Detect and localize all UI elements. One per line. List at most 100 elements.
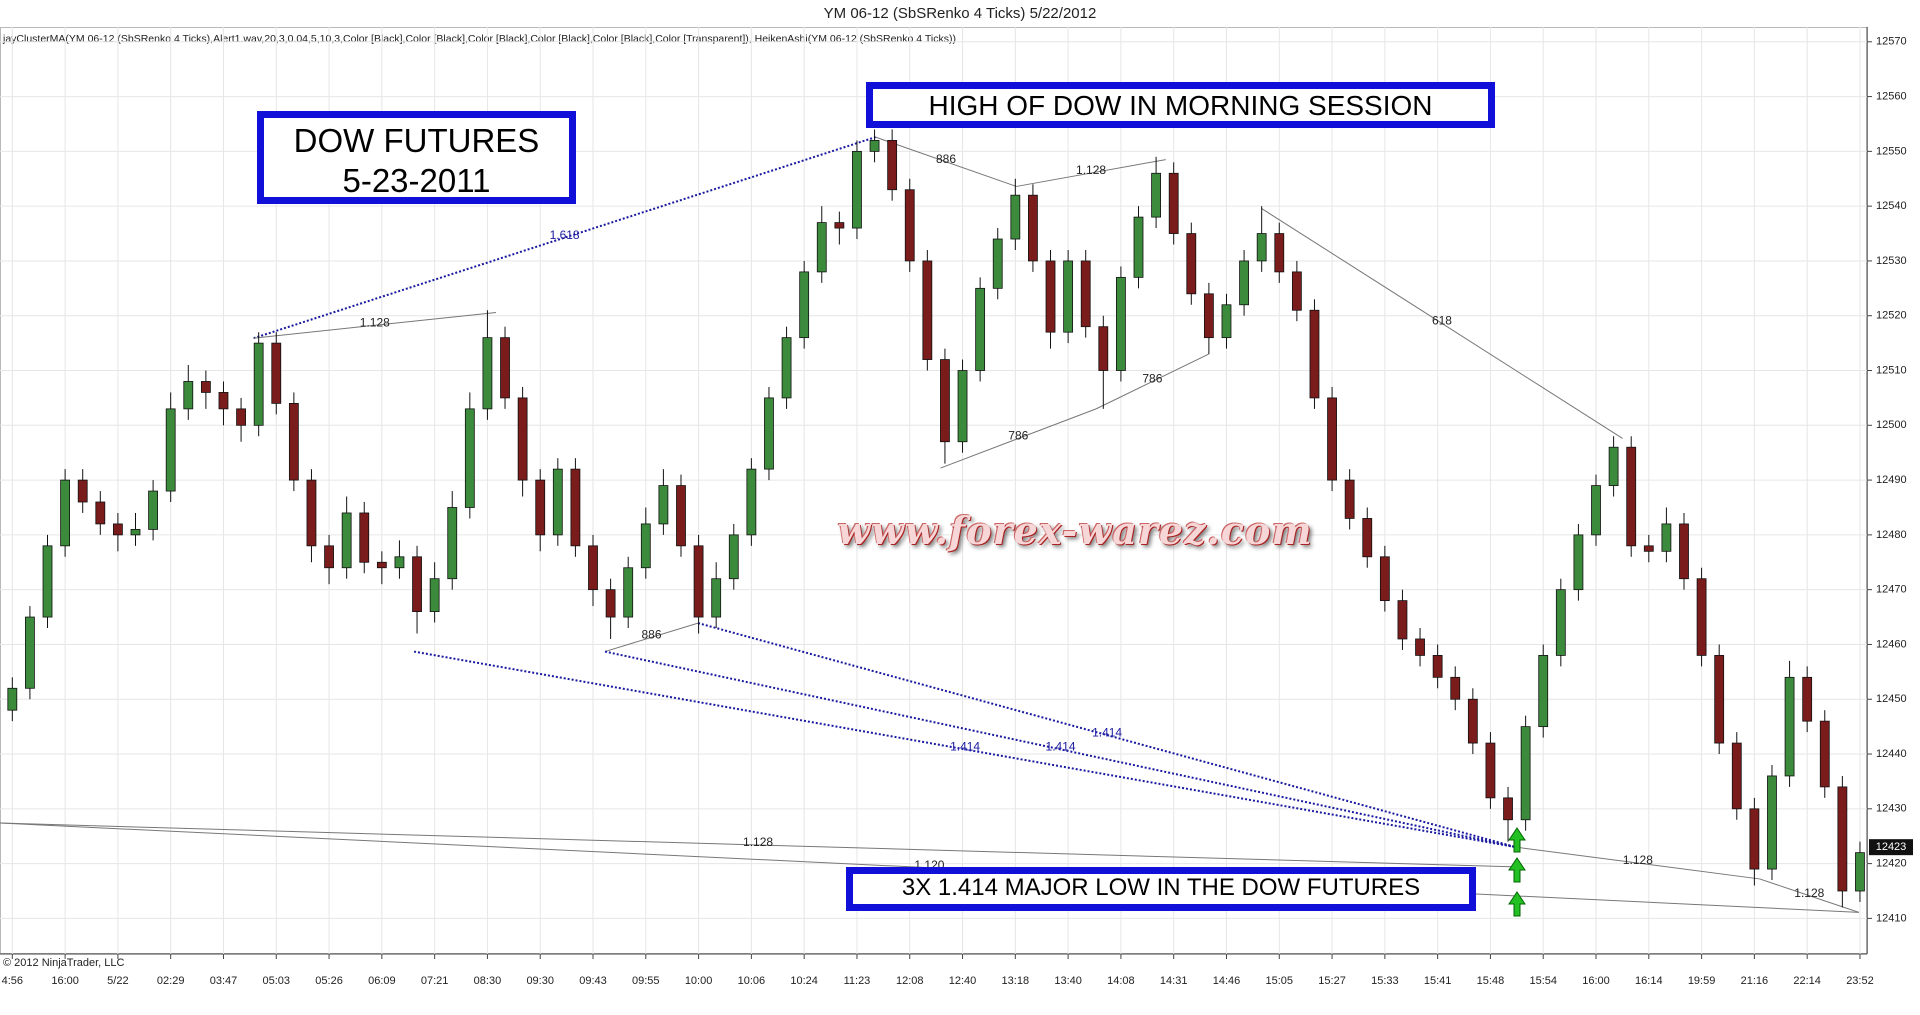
- candle-body: [1855, 852, 1865, 892]
- box-text: DOW FUTURES: [293, 122, 540, 159]
- green-arrow: [1508, 827, 1526, 853]
- watermark: www.forex-warez.com: [837, 508, 1313, 553]
- candle-body: [253, 342, 264, 426]
- x-tick-label: 13:18: [1002, 975, 1030, 987]
- x-tick-label: 03:47: [210, 975, 238, 987]
- last-price-marker: [1869, 839, 1913, 856]
- x-tick-label: 5/22: [107, 975, 128, 987]
- copyright: © 2012 NinjaTrader, LLC: [3, 957, 124, 969]
- candle-body: [183, 381, 194, 410]
- fib-label: 886: [936, 152, 956, 166]
- fib-label: 618: [1432, 314, 1452, 328]
- candle-body: [341, 512, 352, 569]
- candle-body: [1767, 775, 1777, 870]
- y-tick-label: 12570: [1876, 36, 1907, 48]
- x-tick-label: 14:46: [1213, 975, 1241, 987]
- fib-line: [940, 408, 1097, 469]
- y-tick-label: 12440: [1876, 748, 1907, 760]
- candle-body: [1573, 534, 1584, 591]
- candle-body: [1802, 676, 1813, 722]
- candle-body: [447, 507, 458, 580]
- x-tick-label: 16:00: [51, 975, 79, 987]
- candle-body: [1309, 309, 1320, 399]
- x-tick-label: 02:29: [157, 975, 185, 987]
- fib-line: [1016, 159, 1166, 187]
- candle-body: [1749, 808, 1760, 870]
- candle-body: [1010, 194, 1021, 240]
- candle-body: [588, 545, 598, 591]
- y-tick-label: 12550: [1876, 145, 1907, 157]
- candle-body: [570, 468, 581, 547]
- candle-body: [799, 271, 810, 339]
- y-tick-label: 12540: [1876, 200, 1907, 212]
- candle-body: [1626, 446, 1637, 547]
- indicator-label: jayClusterMA(YM 06-12 (SbSRenko 4 Ticks)…: [2, 33, 956, 45]
- candle-body: [1168, 172, 1179, 234]
- candle-body: [1291, 271, 1302, 311]
- axes: 12410 12420 12430 12440 12450 12460 12470 12480…: [2, 36, 1913, 987]
- candle-body: [1696, 578, 1707, 656]
- candle-body: [1379, 556, 1390, 602]
- x-tick-label: 15:54: [1529, 975, 1557, 987]
- candle-body: [816, 222, 827, 273]
- candle-body: [1063, 260, 1074, 333]
- box-text: HIGH OF DOW IN MORNING SESSION: [928, 90, 1433, 121]
- fib-line: [697, 622, 1517, 849]
- x-tick-label: 11:23: [844, 975, 871, 987]
- candle-body: [1608, 446, 1619, 486]
- candle-body: [324, 545, 334, 569]
- candle-body: [288, 402, 299, 481]
- candle-body: [834, 222, 845, 229]
- candle-body: [728, 534, 739, 580]
- candle-body: [412, 556, 422, 612]
- y-tick-label: 12420: [1876, 858, 1907, 870]
- candle-body: [394, 556, 405, 569]
- x-tick-label: 14:31: [1160, 975, 1188, 987]
- x-tick-label: 13:40: [1054, 975, 1082, 987]
- candle-body: [605, 589, 616, 618]
- candle-body: [1186, 233, 1197, 295]
- candle-body: [1274, 233, 1285, 273]
- fib-line: [604, 650, 1517, 849]
- y-tick-label: 12430: [1876, 803, 1907, 815]
- candle-body: [1028, 194, 1038, 262]
- fib-label: 1.414: [1092, 725, 1122, 739]
- fib-line: [1261, 207, 1623, 439]
- candle-body: [1116, 276, 1126, 371]
- x-tick-label: 12:40: [949, 975, 977, 987]
- candle-body: [1098, 326, 1109, 371]
- low-box: 3X 1.414 MAJOR LOW IN THE DOW FUTURES: [846, 867, 1476, 911]
- candle-body: [869, 140, 880, 152]
- candle-body: [1344, 479, 1355, 519]
- candles: [7, 129, 1865, 908]
- candle-body: [1256, 233, 1267, 262]
- chart-title: YM 06-12 (SbSRenko 4 Ticks) 5/22/2012: [824, 5, 1097, 22]
- candle-body: [852, 150, 862, 229]
- fib-line: [875, 136, 1017, 187]
- candle-body: [552, 468, 563, 536]
- candle-body: [60, 479, 71, 547]
- fib-line: [1516, 846, 1760, 880]
- candle-body: [904, 189, 915, 262]
- x-tick-label: 14:08: [1107, 975, 1135, 987]
- candle-body: [1362, 518, 1373, 558]
- candle-body: [95, 501, 106, 525]
- y-tick-label: 12450: [1876, 693, 1907, 705]
- high-box: HIGH OF DOW IN MORNING SESSION: [866, 82, 1495, 128]
- candle-body: [1327, 397, 1337, 481]
- candle-body: [957, 370, 968, 443]
- candle-body: [130, 528, 141, 536]
- candle-body: [1203, 293, 1214, 339]
- last-price-label: 12423: [1876, 841, 1907, 853]
- candle-body: [781, 337, 792, 399]
- x-tick-label: 21:16: [1741, 975, 1769, 987]
- candle-body: [271, 342, 282, 404]
- candle-body: [200, 381, 211, 393]
- x-tick-label: 09:30: [526, 975, 554, 987]
- x-tick-label: 10:24: [790, 975, 818, 987]
- candle-body: [535, 479, 546, 536]
- x-tick-label: 4:56: [2, 975, 23, 987]
- candle-body: [500, 337, 510, 399]
- candle-body: [1151, 172, 1161, 218]
